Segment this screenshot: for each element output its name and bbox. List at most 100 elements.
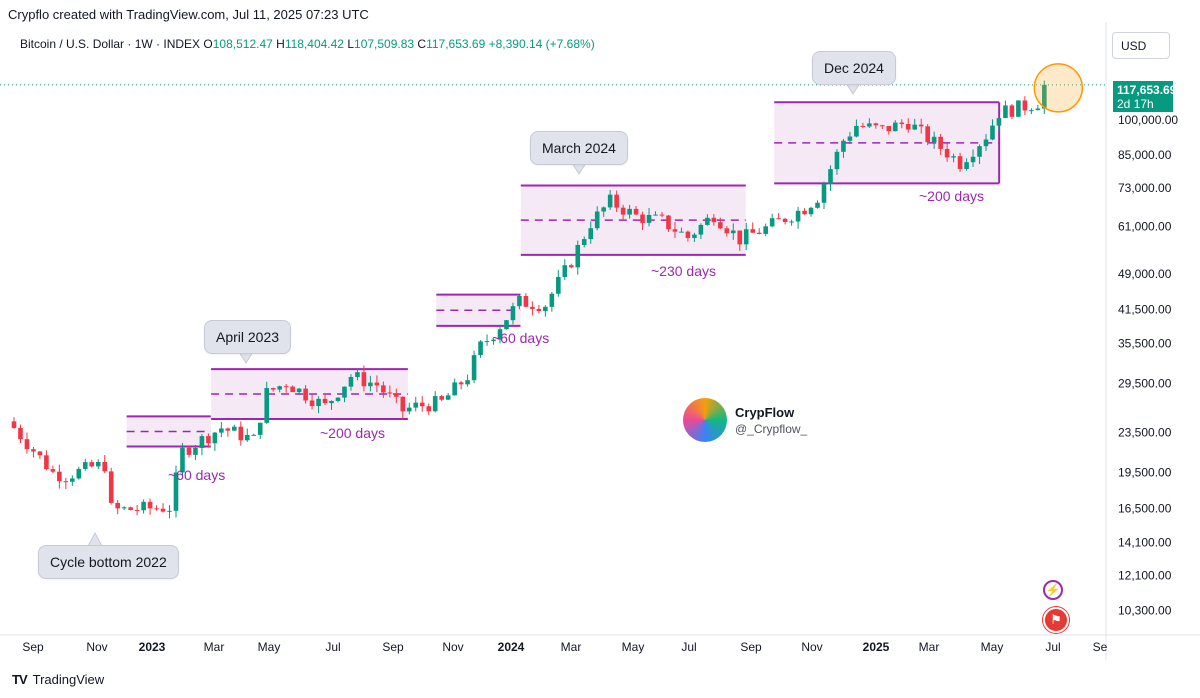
- candle-body: [277, 386, 282, 390]
- x-tick-label: Sep: [22, 640, 44, 654]
- candle-body: [206, 436, 211, 444]
- candle: [160, 503, 166, 513]
- x-tick-label: Mar: [919, 640, 940, 654]
- candle-body: [730, 230, 736, 234]
- candle: [601, 206, 606, 217]
- candle-body: [400, 396, 406, 412]
- candle: [24, 432, 30, 454]
- candle-body: [867, 123, 872, 127]
- candle-body: [977, 146, 982, 157]
- candle-body: [530, 306, 535, 309]
- candle-body: [270, 388, 276, 390]
- candle: [329, 400, 334, 410]
- candle-body: [154, 508, 159, 510]
- candle-body: [776, 218, 781, 220]
- range-label-2: ~200 days: [320, 425, 385, 441]
- candle: [620, 204, 626, 221]
- candle: [381, 381, 386, 398]
- candle-body: [646, 214, 652, 223]
- candle: [18, 424, 23, 444]
- candle: [873, 122, 879, 129]
- candle: [815, 200, 820, 209]
- candle-body: [491, 339, 496, 342]
- tradingview-logo: TV: [12, 672, 28, 687]
- candle: [342, 386, 347, 403]
- candle-body: [348, 376, 354, 387]
- candle-body: [964, 162, 969, 169]
- candle-body: [57, 471, 62, 482]
- lightning-icon[interactable]: ⚡: [1043, 580, 1063, 600]
- candle: [756, 228, 762, 235]
- candle-body: [743, 229, 749, 245]
- candle-body: [361, 372, 367, 387]
- x-tick-label: Sep: [382, 640, 404, 654]
- candle-body: [147, 501, 153, 509]
- candle: [834, 149, 840, 175]
- candle: [361, 365, 367, 392]
- candle-body: [419, 402, 425, 407]
- x-tick-label: Nov: [442, 640, 463, 654]
- symbol-name[interactable]: Bitcoin / U.S. Dollar · 1W · INDEX: [20, 37, 201, 51]
- candle: [76, 466, 82, 480]
- x-tick-label: Se: [1093, 640, 1108, 654]
- candle: [387, 385, 393, 398]
- candle-body: [672, 229, 678, 232]
- range-box-2: [211, 368, 408, 420]
- high-value: 118,404.42: [284, 37, 344, 51]
- candle-body: [134, 510, 140, 512]
- candle-body: [990, 125, 995, 140]
- candle: [808, 206, 814, 217]
- candle: [426, 403, 432, 415]
- low-value: 107,509.83: [354, 37, 415, 51]
- candle: [108, 467, 114, 505]
- candle: [335, 397, 341, 403]
- candle: [925, 124, 930, 146]
- candle-body: [381, 385, 386, 393]
- us-flag-icon[interactable]: ⚑: [1043, 607, 1069, 633]
- candle-body: [614, 194, 619, 208]
- candle-body: [562, 265, 568, 277]
- candle-body: [957, 156, 963, 169]
- candle-body: [1009, 105, 1015, 117]
- candle: [452, 378, 457, 396]
- candle: [938, 133, 943, 155]
- y-tick-label: 100,000.00: [1118, 113, 1178, 127]
- candle: [892, 120, 898, 132]
- candle: [296, 387, 302, 396]
- candle-body: [692, 234, 697, 238]
- candle: [322, 394, 328, 406]
- candle-body: [121, 507, 127, 509]
- candle-body: [11, 421, 17, 428]
- candle-body: [756, 232, 762, 234]
- candle-body: [627, 208, 632, 215]
- candle-body: [821, 184, 827, 203]
- candle: [115, 499, 120, 515]
- candle: [82, 458, 88, 471]
- candle-body: [970, 156, 976, 163]
- candle: [348, 374, 354, 391]
- candle: [711, 214, 717, 226]
- candle-body: [873, 123, 879, 126]
- candle-body: [63, 481, 69, 483]
- candle-body: [575, 244, 581, 268]
- candle-body: [556, 276, 561, 294]
- candle: [206, 433, 211, 448]
- currency-button[interactable]: USD: [1112, 32, 1170, 59]
- candle: [504, 319, 509, 330]
- candle-body: [899, 122, 905, 125]
- candle: [944, 143, 950, 162]
- candle-body: [633, 208, 639, 215]
- candle-body: [886, 125, 892, 132]
- candle-body: [76, 468, 82, 479]
- candle-body: [432, 396, 438, 412]
- candle: [653, 211, 658, 216]
- candle-body: [478, 341, 483, 356]
- candle: [147, 498, 153, 515]
- candle-body: [70, 478, 75, 482]
- candle: [432, 391, 438, 413]
- candle: [121, 506, 127, 511]
- candle-body: [199, 436, 205, 448]
- callout-april-2023: April 2023: [204, 320, 292, 354]
- candle-body: [815, 202, 820, 208]
